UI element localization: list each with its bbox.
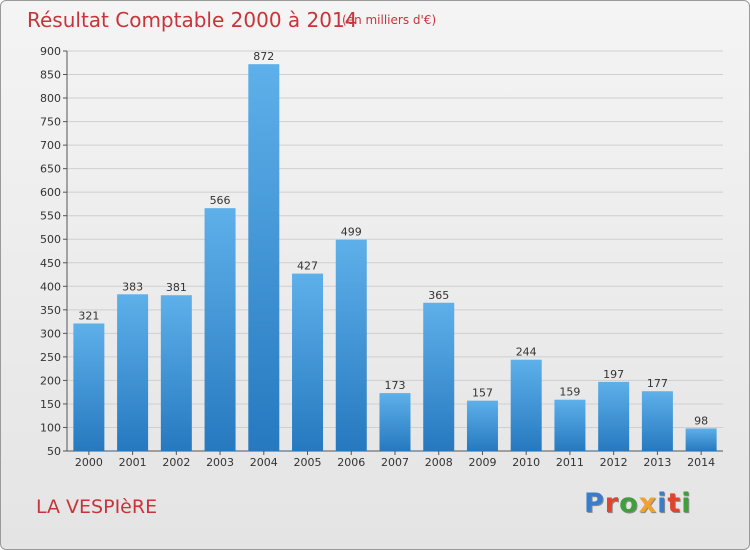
x-tick-label: 2005 (294, 456, 322, 469)
bars (73, 64, 717, 452)
value-label: 157 (472, 387, 493, 400)
bar-2001 (117, 294, 149, 451)
y-tick-label: 200 (40, 374, 61, 387)
y-tick-label: 300 (40, 327, 61, 340)
bar-2009 (466, 400, 498, 451)
commune-name: LA VESPIèRE (36, 496, 158, 518)
y-tick-label: 900 (40, 45, 61, 58)
value-label: 159 (559, 386, 580, 399)
value-label: 365 (428, 289, 449, 302)
value-label: 566 (210, 194, 231, 207)
bar-2000 (73, 323, 105, 451)
value-label: 98 (694, 414, 708, 427)
bar-2008 (423, 302, 455, 451)
proxiti-logo: Proxiti (584, 488, 692, 519)
logo-letter: i (681, 488, 692, 519)
bar-2013 (641, 391, 673, 451)
value-label: 197 (603, 368, 624, 381)
bar-2012 (598, 381, 630, 451)
y-tick-label: 800 (40, 92, 61, 105)
y-tick-label: 650 (40, 163, 61, 176)
x-tick-label: 2014 (687, 456, 715, 469)
y-tick-label: 250 (40, 351, 61, 364)
value-label: 499 (341, 226, 362, 239)
bar-2002 (160, 295, 192, 451)
logo-letter: P (584, 488, 605, 519)
y-tick-label: 550 (40, 210, 61, 223)
y-tick-label: 150 (40, 398, 61, 411)
bar-2006 (335, 239, 367, 451)
y-tick-label: 850 (40, 69, 61, 82)
logo-letter: x (638, 488, 658, 519)
logo-letter: o (619, 488, 639, 519)
bar-2010 (510, 359, 542, 451)
x-tick-label: 2008 (425, 456, 453, 469)
y-tick-label: 100 (40, 421, 61, 434)
bar-2003 (204, 208, 236, 451)
value-label: 321 (78, 309, 99, 322)
value-label: 872 (253, 50, 274, 63)
logo-letter: t (667, 488, 682, 519)
value-label: 244 (516, 346, 537, 359)
x-tick-label: 2007 (381, 456, 409, 469)
value-label: 177 (647, 377, 668, 390)
value-label: 173 (385, 379, 406, 392)
bar-2011 (554, 399, 586, 451)
x-tick-label: 2000 (75, 456, 103, 469)
x-tick-label: 2002 (162, 456, 190, 469)
bar-2007 (379, 393, 411, 451)
y-tick-label: 500 (40, 233, 61, 246)
x-tick-label: 2012 (600, 456, 628, 469)
x-tick-label: 2010 (512, 456, 540, 469)
x-tick-label: 2013 (643, 456, 671, 469)
x-tick-label: 2004 (250, 456, 278, 469)
y-tick-label: 350 (40, 304, 61, 317)
bar-2005 (292, 273, 324, 451)
y-tick-label: 700 (40, 139, 61, 152)
y-tick-label: 600 (40, 186, 61, 199)
chart-subtitle: (en milliers d'€) (342, 13, 437, 27)
x-tick-label: 2003 (206, 456, 234, 469)
bar-2014 (685, 428, 717, 451)
bar-2004 (248, 64, 280, 452)
x-tick-label: 2011 (556, 456, 584, 469)
x-tick-label: 2009 (468, 456, 496, 469)
value-label: 383 (122, 280, 143, 293)
y-tick-label: 400 (40, 280, 61, 293)
y-tick-label: 450 (40, 257, 61, 270)
x-tick-label: 2006 (337, 456, 365, 469)
value-labels: 321 383 381 566 872 427 499 173 365 157 244 159 197 1… (78, 50, 708, 427)
logo-letter: r (604, 488, 620, 519)
value-label: 381 (166, 281, 187, 294)
x-tick-label: 2001 (119, 456, 147, 469)
chart-title: Résultat Comptable 2000 à 2014 (27, 8, 358, 32)
y-tick-label: 50 (47, 445, 61, 458)
value-label: 427 (297, 260, 318, 273)
logo-letter: i (657, 488, 668, 519)
y-tick-label: 750 (40, 116, 61, 129)
